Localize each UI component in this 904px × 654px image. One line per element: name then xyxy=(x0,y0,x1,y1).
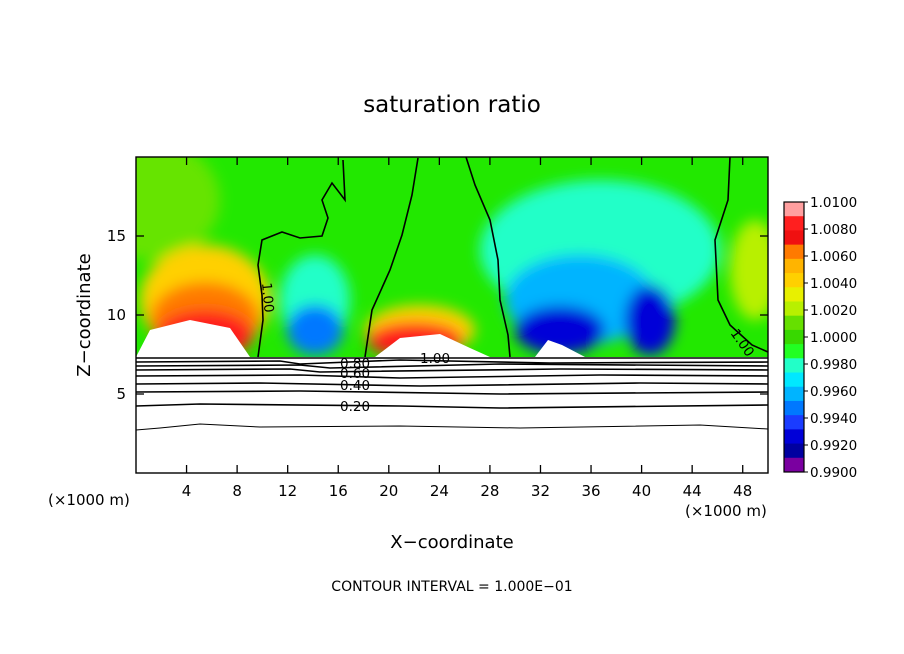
colorbar-label: 1.0020 xyxy=(810,303,857,319)
colorbar-label: 0.9920 xyxy=(810,438,857,454)
contour-label: 0.20 xyxy=(340,399,370,415)
contour-1.00-c xyxy=(465,157,511,358)
contour-band-7 xyxy=(136,390,768,395)
contour-1.00-b xyxy=(364,157,419,358)
contour-0.00 xyxy=(136,423,768,431)
contour-lines xyxy=(136,157,768,431)
colorbar-swatch xyxy=(784,230,804,246)
colorbar-swatch xyxy=(784,301,804,317)
colorbar-swatch xyxy=(784,329,804,345)
x-tick-label: 32 xyxy=(531,482,550,500)
colorbar-label: 1.0080 xyxy=(810,222,857,238)
x-tick-label: 12 xyxy=(278,482,297,500)
colorbar-label: 1.0000 xyxy=(810,330,857,346)
colorbar-swatch xyxy=(784,400,804,416)
colorbar-swatch xyxy=(784,258,804,274)
x-tick-label: 44 xyxy=(683,482,702,500)
colorbar-swatch xyxy=(784,216,804,231)
contour-label: 0.60 xyxy=(340,366,370,382)
contour-band-5 xyxy=(136,374,768,379)
colorbar-swatch xyxy=(784,358,804,374)
y-tick-label: 5 xyxy=(116,385,126,403)
heatmap-field xyxy=(136,157,768,473)
x-tick-label: 16 xyxy=(329,482,348,500)
contour-band-4 xyxy=(136,368,768,373)
x-tick-label: 8 xyxy=(232,482,242,500)
x-axis-ticks: 4 8 12 16 20 24 28 32 36 40 44 48 xyxy=(182,157,752,500)
chart-title: saturation ratio xyxy=(363,92,541,118)
x-tick-label: 28 xyxy=(480,482,499,500)
plot-area: 1.00 1.00 1.00 0.80 0.60 0.40 0.20 xyxy=(135,156,769,474)
colorbar-swatch xyxy=(784,202,804,217)
x-tick-label: 24 xyxy=(430,482,449,500)
colorbar-label: 0.9900 xyxy=(810,465,857,481)
x-unit-label: (×1000 m) xyxy=(685,502,767,520)
colorbar-label: 0.9940 xyxy=(810,411,857,427)
x-tick-label: 4 xyxy=(182,482,192,500)
colorbar-label: 0.9980 xyxy=(810,357,857,373)
colorbar-swatch xyxy=(784,273,804,288)
colorbar-swatch xyxy=(784,429,804,445)
x-tick-label: 36 xyxy=(581,482,600,500)
contour-label: 0.80 xyxy=(340,356,370,372)
colorbar-swatch xyxy=(784,457,804,473)
contour-label: 0.40 xyxy=(340,378,370,394)
colorbar-label: 1.0040 xyxy=(810,276,857,292)
colorbar-swatch xyxy=(784,287,804,302)
colorbar-swatch xyxy=(784,415,804,430)
contour-label: 1.00 xyxy=(420,351,450,367)
contour-interval-note: CONTOUR INTERVAL = 1.000E−01 xyxy=(331,579,572,595)
colorbar-label: 1.0060 xyxy=(810,249,857,265)
colorbar-swatch xyxy=(784,244,804,260)
contour-band-3 xyxy=(136,363,768,369)
x-axis-label: X−coordinate xyxy=(390,532,513,553)
y-axis-label: Z−coordinate xyxy=(74,253,95,376)
contour-band-6 xyxy=(136,382,768,387)
x-tick-label: 48 xyxy=(733,482,752,500)
y-tick-label: 15 xyxy=(107,227,126,245)
contour-1.00-a xyxy=(257,159,346,358)
contour-label: 1.00 xyxy=(258,282,277,313)
colorbar-label: 0.9960 xyxy=(810,384,857,400)
y-axis-ticks: 5 10 15 xyxy=(107,227,768,403)
contour-band-2 xyxy=(136,359,768,365)
colorbar-swatch xyxy=(784,443,804,459)
contour-0.20 xyxy=(136,403,768,409)
y-unit-label: (×1000 m) xyxy=(48,491,130,509)
colorbar-label: 1.0100 xyxy=(810,195,857,211)
colorbar: 1.0100 1.0080 1.0060 1.0040 1.0020 1.0000 0.99… xyxy=(783,195,857,481)
colorbar-swatch xyxy=(784,344,804,359)
contour-1.00-d xyxy=(714,157,768,353)
y-tick-label: 10 xyxy=(107,306,126,324)
colorbar-swatch xyxy=(784,372,804,388)
x-tick-label: 20 xyxy=(379,482,398,500)
x-tick-label: 40 xyxy=(632,482,651,500)
colorbar-swatch xyxy=(784,315,804,331)
colorbar-swatch xyxy=(784,386,804,402)
